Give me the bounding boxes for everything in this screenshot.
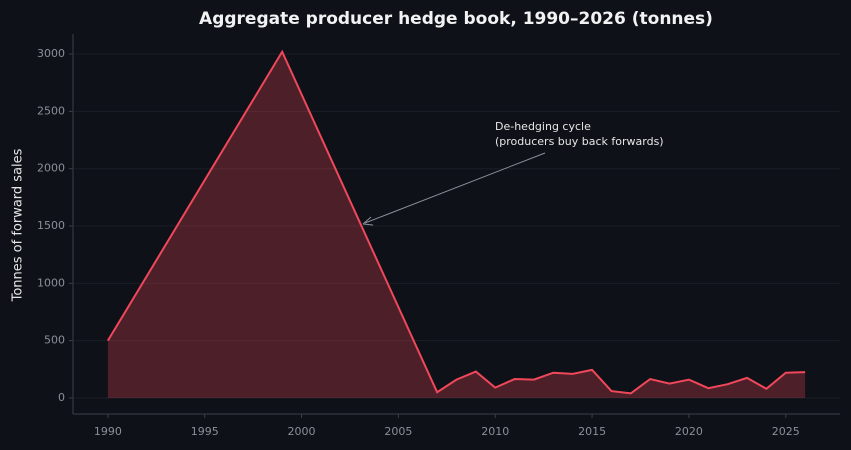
y-tick-label: 0 — [58, 391, 65, 404]
y-tick-label: 3000 — [37, 47, 65, 60]
x-tick-label: 2010 — [481, 425, 509, 438]
y-tick-label: 500 — [44, 334, 65, 347]
y-tick-label: 2000 — [37, 162, 65, 175]
annotation-line: De-hedging cycle — [495, 120, 591, 133]
y-tick-label: 1500 — [37, 219, 65, 232]
y-tick-label: 1000 — [37, 276, 65, 289]
chart-title: Aggregate producer hedge book, 1990–2026… — [199, 9, 713, 29]
x-tick-label: 2025 — [772, 425, 800, 438]
x-tick-label: 2000 — [288, 425, 316, 438]
y-axis-label: Tonnes of forward sales — [11, 148, 26, 302]
annotation-arrowhead — [362, 216, 374, 226]
x-tick-label: 2020 — [675, 425, 703, 438]
annotation-line: (producers buy back forwards) — [495, 135, 664, 148]
x-tick-label: 2015 — [578, 425, 606, 438]
annotation-arrow — [364, 152, 546, 224]
annotation: De-hedging cycle (producers buy back forw… — [495, 120, 664, 148]
x-tick-label: 1995 — [191, 425, 219, 438]
area — [107, 51, 806, 398]
y-tick-label: 2500 — [37, 104, 65, 117]
x-tick-label: 1990 — [94, 425, 122, 438]
x-tick-label: 2005 — [384, 425, 412, 438]
line — [107, 49, 806, 395]
